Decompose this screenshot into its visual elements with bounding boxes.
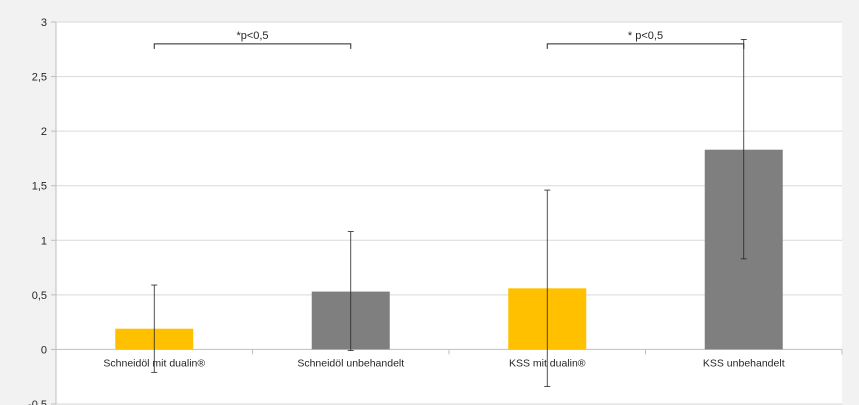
significance-bracket — [153, 43, 352, 49]
significance-label: *p<0,5 — [236, 30, 268, 42]
y-tick-label: -0,5 — [28, 399, 47, 405]
category-label: KSS unbehandelt — [703, 357, 785, 369]
y-tick-label: 0,5 — [32, 290, 47, 302]
significance-label: * p<0,5 — [628, 30, 663, 42]
error-bars — [151, 39, 747, 387]
y-tick-label: 0 — [41, 344, 47, 356]
y-tick-label: 1 — [41, 235, 47, 247]
y-tick-label: 3 — [41, 17, 47, 29]
y-tick-label: 1,5 — [32, 181, 47, 193]
y-tick-label: 2 — [41, 126, 47, 138]
category-label: Schneidöl mit dualin® — [103, 357, 205, 369]
gridlines — [51, 21, 842, 405]
category-label: Schneidöl unbehandelt — [297, 357, 404, 369]
significance-annotations: *p<0,5 * p<0,5 — [153, 30, 745, 49]
category-label: KSS mit dualin® — [509, 357, 586, 369]
significance-bracket — [546, 43, 745, 49]
y-tick-label: 2,5 — [32, 72, 47, 84]
bars — [115, 149, 783, 350]
labels: -0,5 0 0,5 1 1,5 2 2,5 3 Schneidöl mit dualin® Sc… — [28, 17, 785, 405]
